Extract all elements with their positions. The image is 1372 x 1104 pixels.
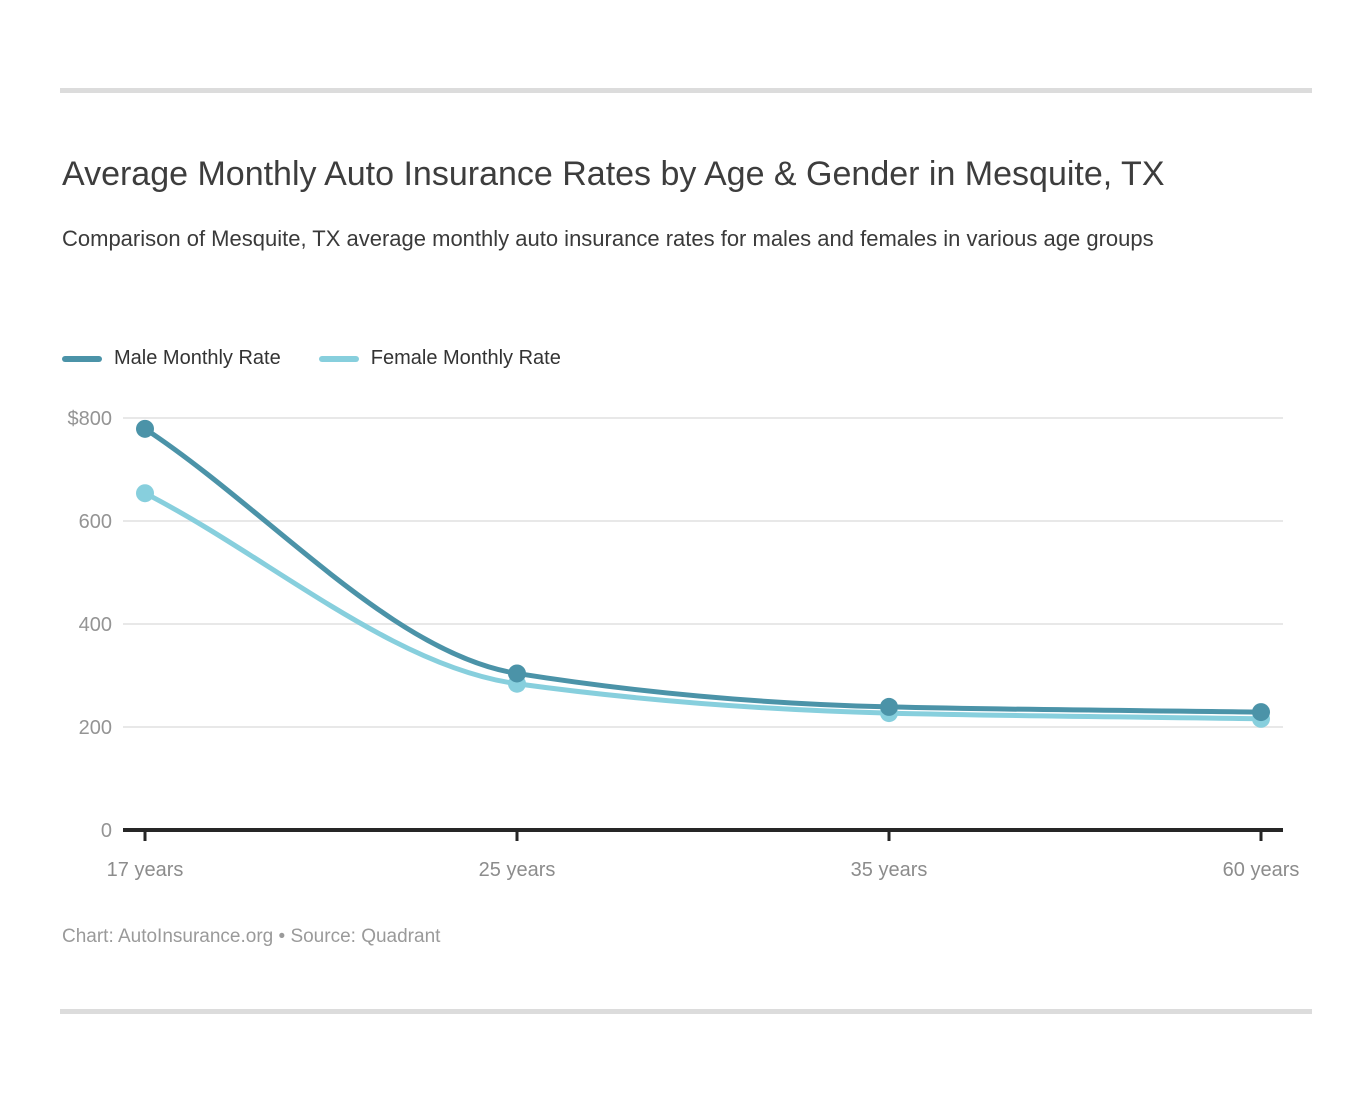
line-chart-canvas: $800 600 400 200 0 17 years 25 years 35 years 60… bbox=[68, 408, 1300, 881]
bottom-divider bbox=[60, 1009, 1312, 1014]
x-axis-label: 25 years bbox=[479, 859, 556, 881]
data-point-male-monthly-rate-0 bbox=[136, 419, 154, 438]
chart-subtitle: Comparison of Mesquite, TX average month… bbox=[62, 226, 1154, 251]
y-axis-label: 0 bbox=[101, 820, 112, 842]
chart-title: Average Monthly Auto Insurance Rates by … bbox=[62, 155, 1165, 193]
female-series-swatch bbox=[318, 355, 359, 362]
legend-label-male: Male Monthly Rate bbox=[114, 347, 281, 369]
y-axis-label: $800 bbox=[68, 408, 113, 430]
series-line-female-monthly-rate bbox=[142, 490, 1264, 722]
x-axis-label: 17 years bbox=[107, 859, 184, 881]
data-point-male-monthly-rate-2 bbox=[880, 697, 898, 716]
series-line-male-monthly-rate bbox=[142, 426, 1264, 715]
data-point-female-monthly-rate-0 bbox=[136, 484, 154, 503]
data-point-male-monthly-rate-3 bbox=[1252, 703, 1270, 722]
legend: Male Monthly Rate Female Monthly Rate bbox=[62, 347, 561, 370]
chart-attribution: Chart: AutoInsurance.org • Source: Quadr… bbox=[62, 926, 441, 947]
legend-label-female: Female Monthly Rate bbox=[370, 347, 561, 369]
line-chart: $800 600 400 200 0 17 years 25 years 35 years 60… bbox=[0, 398, 1372, 898]
y-axis-label: 200 bbox=[79, 717, 112, 739]
male-series-swatch bbox=[62, 355, 102, 362]
top-divider bbox=[60, 88, 1312, 93]
legend-item-female: Female Monthly Rate bbox=[318, 347, 561, 370]
legend-item-male: Male Monthly Rate bbox=[62, 347, 281, 370]
y-axis-label: 600 bbox=[79, 511, 112, 533]
y-axis-label: 400 bbox=[79, 614, 112, 636]
x-axis-label: 35 years bbox=[851, 859, 928, 881]
data-point-male-monthly-rate-1 bbox=[508, 664, 526, 683]
x-axis-label: 60 years bbox=[1223, 859, 1300, 881]
